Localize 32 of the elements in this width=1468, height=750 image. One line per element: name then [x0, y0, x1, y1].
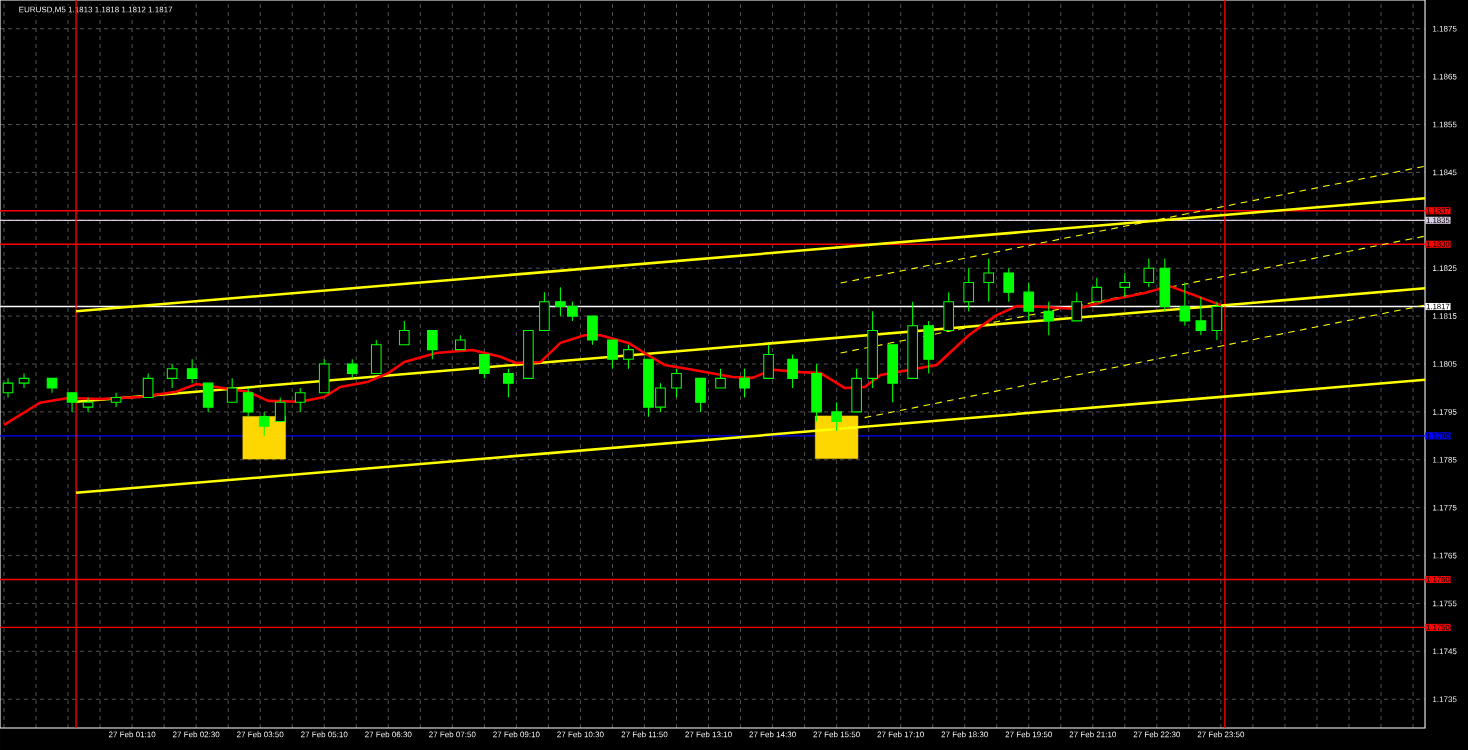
x-tick-label: 27 Feb 19:50 [1005, 731, 1052, 738]
x-tick-label: 27 Feb 06:30 [365, 731, 412, 738]
y-tick-label: 1.1745 [1433, 648, 1457, 655]
x-tick-label: 27 Feb 14:30 [749, 731, 796, 738]
y-tick-label: 1.1735 [1433, 696, 1457, 703]
y-tick-label: 1.1755 [1433, 600, 1457, 607]
y-tick-label: 1.1815 [1433, 313, 1457, 319]
x-tick-label: 27 Feb 03:50 [237, 731, 284, 738]
y-tick-label: 1.1855 [1433, 121, 1457, 128]
x-tick-label: 27 Feb 05:10 [301, 731, 348, 738]
x-tick-label: 27 Feb 01:10 [108, 731, 156, 738]
x-tick-label: 27 Feb 17:10 [877, 731, 924, 738]
x-tick-label: 27 Feb 10:30 [557, 731, 604, 738]
x-tick-label: 27 Feb 07:50 [429, 731, 476, 738]
x-tick-label: 27 Feb 11:50 [621, 731, 668, 738]
y-tick-label: 1.1875 [1433, 25, 1457, 32]
y-tick-label: 1.1865 [1433, 73, 1457, 80]
x-tick-label: 27 Feb 13:10 [685, 731, 732, 738]
x-tick-label: 27 Feb 18:30 [941, 731, 988, 738]
x-tick-label: 27 Feb 02:30 [172, 731, 220, 738]
y-tick-label: 1.1765 [1433, 552, 1457, 559]
x-tick-label: 27 Feb 21:10 [1069, 731, 1117, 738]
y-tick-label: 1.1785 [1433, 456, 1457, 463]
x-tick-label: 27 Feb 23:50 [1197, 731, 1245, 738]
y-tick-label: 1.1845 [1433, 169, 1457, 176]
x-tick-label: 27 Feb 09:10 [493, 731, 540, 738]
y-tick-label: 1.1825 [1433, 265, 1457, 272]
y-tick-label: 1.1795 [1433, 409, 1457, 415]
x-tick-label: 27 Feb 15:50 [813, 731, 860, 738]
y-tick-label: 1.1805 [1433, 361, 1457, 367]
y-tick-label: 1.1775 [1433, 504, 1457, 511]
x-tick-label: 27 Feb 22:30 [1133, 731, 1181, 738]
